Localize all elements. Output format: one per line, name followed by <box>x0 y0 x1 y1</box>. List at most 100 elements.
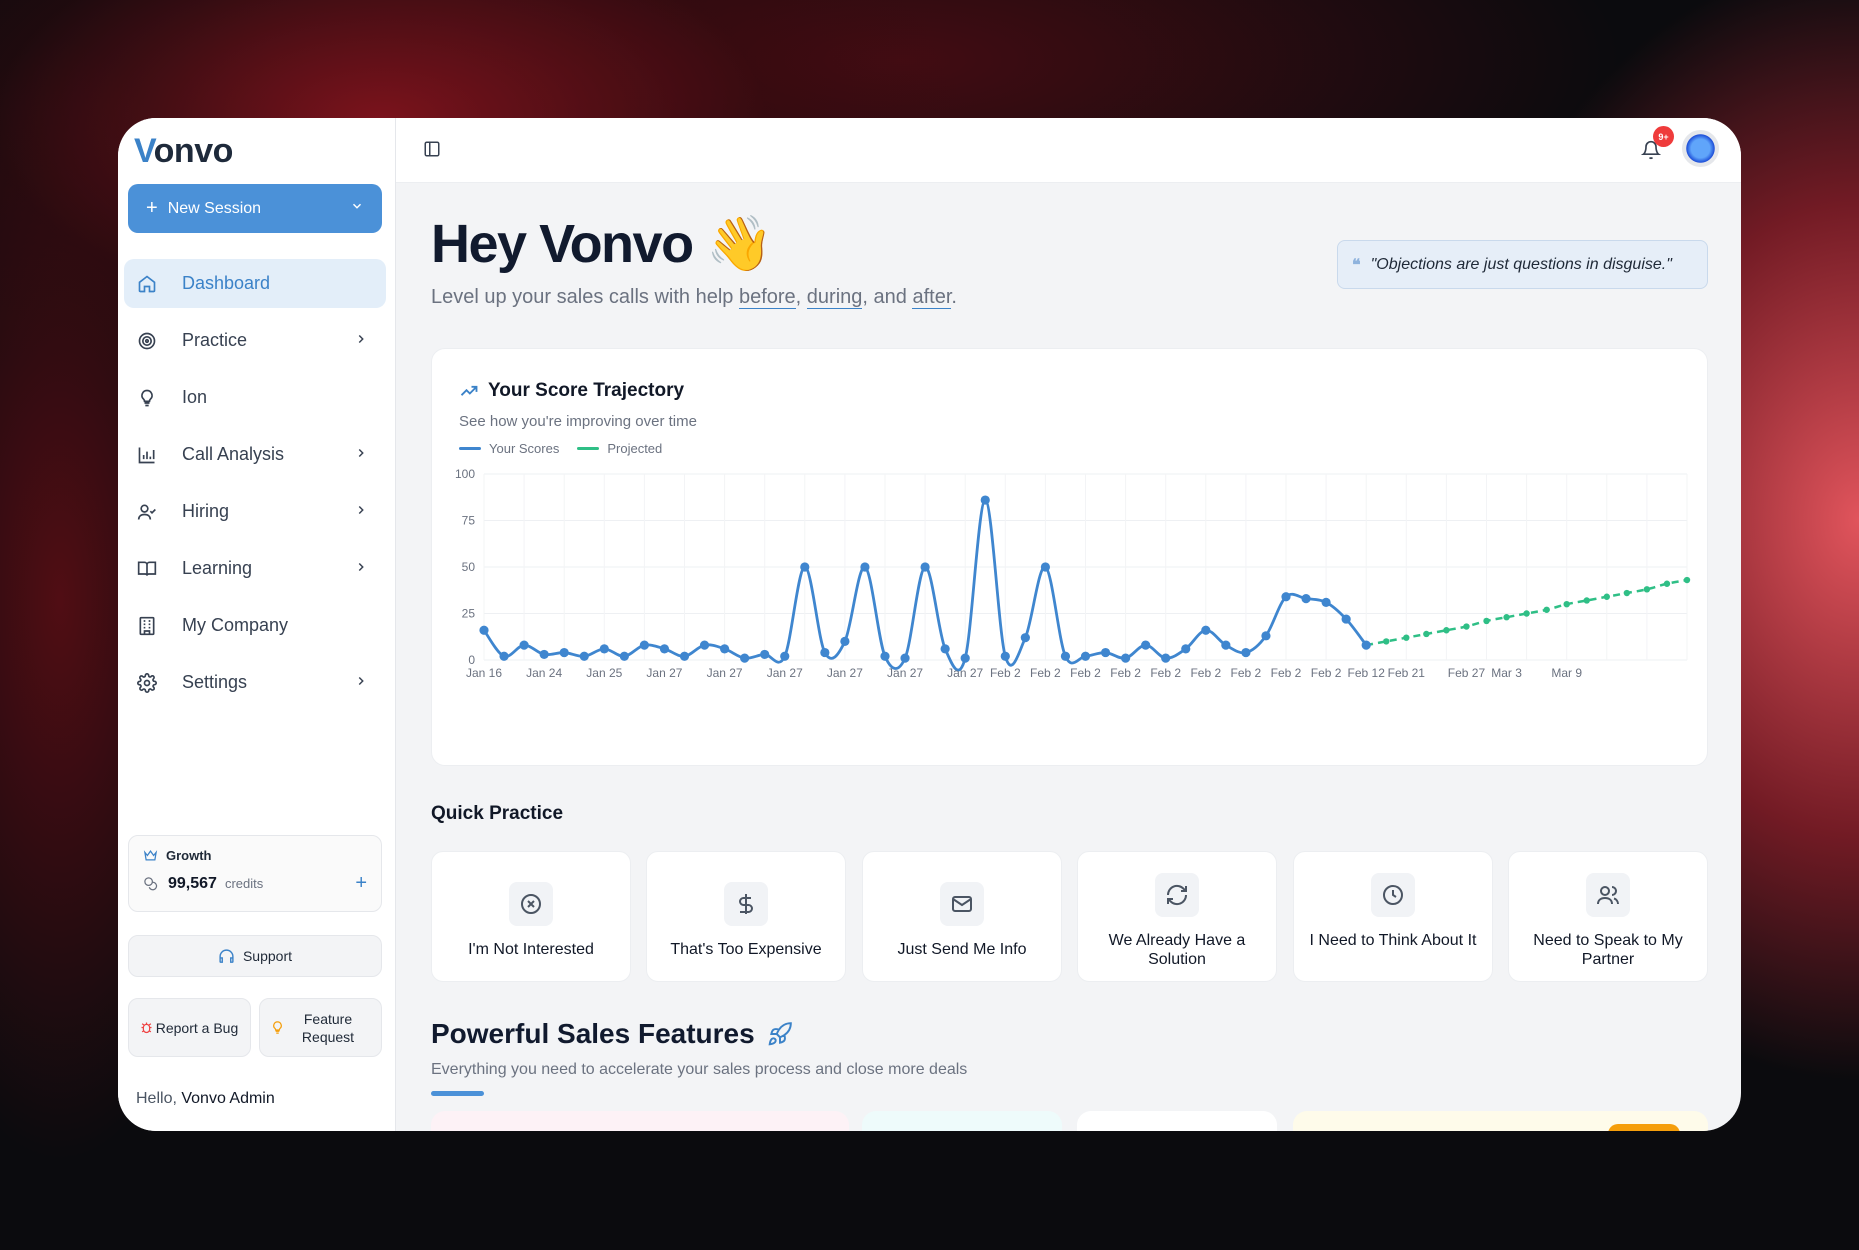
score-point <box>760 649 770 660</box>
projected-point <box>1563 601 1570 608</box>
logo-v: V <box>134 132 154 170</box>
score-point <box>820 647 830 658</box>
score-point <box>499 651 509 661</box>
subtitle-comma: , <box>795 286 802 308</box>
quick-practice-label: I'm Not Interested <box>468 941 594 958</box>
page-title: Hey Vonvo 👋 <box>431 213 773 276</box>
score-line-chart: 0 25 50 75 100 Jan 16 Jan 24 Jan 25 Jan 27 Jan 27… <box>455 469 1691 680</box>
link-before[interactable]: before <box>738 286 796 309</box>
feature-card[interactable] <box>862 1111 1062 1131</box>
sidebar-item-call-analysis[interactable]: Call Analysis <box>124 430 386 479</box>
score-point <box>1201 625 1211 635</box>
sidebar-item-label: Learning <box>182 558 253 578</box>
quick-practice-card[interactable]: That's Too Expensive <box>646 851 846 982</box>
chevron-right-icon <box>354 330 368 351</box>
score-point <box>920 562 930 572</box>
score-point <box>940 644 950 654</box>
page-subtitle: Level up your sales calls with help befo… <box>431 286 957 309</box>
features-subtitle: Everything you need to accelerate your s… <box>431 1061 968 1078</box>
sidebar-item-ion[interactable]: Ion <box>124 373 386 422</box>
quick-practice-label: Need to Speak to My Partner <box>1533 932 1683 968</box>
users-icon <box>1586 873 1630 917</box>
x-tick-label: Feb 12 <box>1348 666 1386 680</box>
feature-request-button[interactable]: Feature Request <box>259 998 382 1057</box>
app-window: Vonvo + New Session Dashboard Practice I… <box>118 118 1741 1131</box>
projected-point <box>1683 576 1691 584</box>
x-tick-label: Jan 27 <box>767 666 803 680</box>
feature-card[interactable] <box>1077 1111 1277 1131</box>
score-point <box>1261 631 1271 641</box>
score-point <box>539 649 549 660</box>
projected-point <box>1583 597 1590 604</box>
quick-practice-title: Quick Practice <box>431 803 564 824</box>
x-tick-label: Feb 2 <box>1030 666 1061 680</box>
new-session-button[interactable]: + New Session <box>128 184 382 233</box>
y-tick-label: 25 <box>462 607 476 621</box>
score-point <box>619 651 629 661</box>
headset-icon <box>219 948 234 963</box>
x-tick-label: Feb 2 <box>1070 666 1101 680</box>
sidebar-item-my-company[interactable]: My Company <box>124 601 386 650</box>
score-trajectory-card: Your Score Trajectory See how you're imp… <box>431 348 1708 766</box>
quick-practice-card[interactable]: Need to Speak to My Partner <box>1508 851 1708 982</box>
projected-point <box>1423 630 1430 638</box>
sidebar-toggle-icon[interactable] <box>423 140 441 163</box>
quick-practice-card[interactable]: I Need to Think About It <box>1293 851 1493 982</box>
score-point <box>1221 640 1231 650</box>
legend-projected[interactable]: Projected <box>577 441 662 456</box>
home-icon <box>136 273 158 295</box>
projected-point <box>1403 634 1410 641</box>
legend-your-scores[interactable]: Your Scores <box>459 441 559 456</box>
score-point <box>519 640 529 650</box>
card-title-text: Your Score Trajectory <box>488 380 685 401</box>
bar-chart-icon <box>136 444 158 466</box>
report-bug-button[interactable]: Report a Bug <box>128 998 251 1057</box>
clock-icon <box>1371 873 1415 917</box>
topbar: 9+ <box>396 118 1741 183</box>
sidebar-item-learning[interactable]: Learning <box>124 544 386 593</box>
y-tick-label: 100 <box>455 469 475 481</box>
quote-text: "Objections are just questions in disgui… <box>1370 255 1672 273</box>
credits-label: credits <box>224 876 264 891</box>
feature-card[interactable] <box>431 1111 849 1131</box>
sidebar-item-hiring[interactable]: Hiring <box>124 487 386 536</box>
sidebar-item-dashboard[interactable]: Dashboard <box>124 259 386 308</box>
score-point <box>699 640 710 650</box>
plus-icon: + <box>146 197 158 219</box>
score-point <box>1341 614 1351 624</box>
link-after[interactable]: after <box>912 286 952 309</box>
bell-icon[interactable] <box>1640 140 1662 165</box>
add-credits-button[interactable]: + <box>355 872 367 894</box>
support-label: Support <box>242 948 293 964</box>
quick-practice-card[interactable]: We Already Have a Solution <box>1077 851 1277 982</box>
avatar[interactable] <box>1682 130 1719 167</box>
greeting-text: Hey Vonvo <box>431 214 694 274</box>
sidebar-item-label: Practice <box>182 330 248 350</box>
chevron-right-icon <box>354 501 368 522</box>
sidebar-item-label: My Company <box>182 615 289 635</box>
score-point <box>479 625 489 635</box>
logo[interactable]: Vonvo <box>134 132 233 171</box>
sidebar-item-practice[interactable]: Practice <box>124 316 386 365</box>
quick-practice-card[interactable]: I'm Not Interested <box>431 851 631 982</box>
x-tick-label: Jan 27 <box>646 666 682 680</box>
score-point <box>579 651 589 661</box>
x-tick-label: Feb 2 <box>1150 666 1181 680</box>
plan-tier: Growth <box>143 848 367 863</box>
support-button[interactable]: Support <box>128 935 382 977</box>
feature-card[interactable] <box>1293 1111 1708 1131</box>
sidebar-item-label: Dashboard <box>182 273 271 293</box>
sidebar-item-settings[interactable]: Settings <box>124 658 386 707</box>
x-tick-label: Feb 21 <box>1388 666 1426 680</box>
x-tick-label: Feb 2 <box>1190 666 1221 680</box>
score-point <box>1241 647 1251 658</box>
chevron-down-icon[interactable] <box>350 199 364 218</box>
notification-badge: 9+ <box>1653 126 1674 147</box>
score-point <box>980 495 990 505</box>
quick-practice-card[interactable]: Just Send Me Info <box>862 851 1062 982</box>
link-during[interactable]: during <box>806 286 863 309</box>
plan-tier-label: Growth <box>166 848 212 863</box>
mail-icon <box>940 882 984 926</box>
sidebar-item-label: Call Analysis <box>182 444 285 464</box>
projected-point <box>1603 593 1611 600</box>
